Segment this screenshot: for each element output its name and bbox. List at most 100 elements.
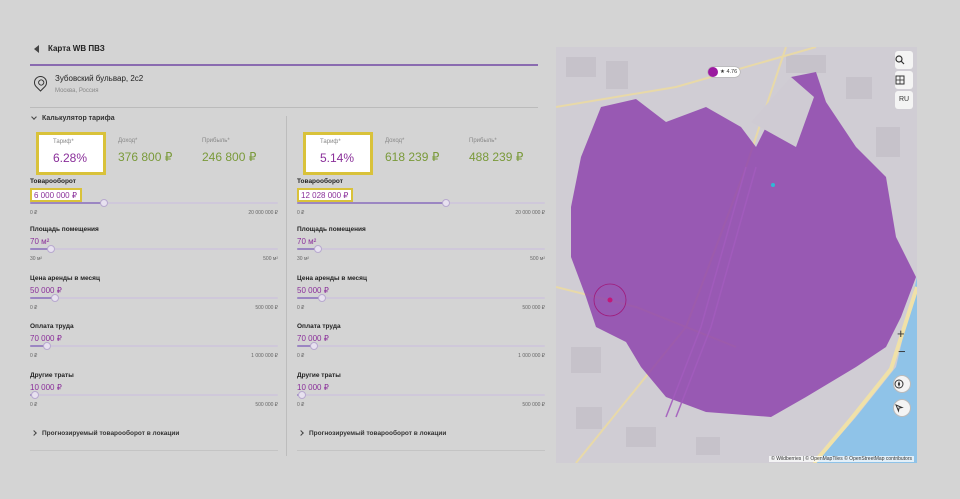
slider-handle[interactable] [50,294,59,302]
param-label: Оплата труда [297,323,341,330]
locate-button[interactable] [893,399,911,417]
param-slider[interactable] [297,245,545,253]
param-2: Цена аренды в месяц 50 000 ₽ 0 ₽ 500 000 ₽ [297,275,545,311]
param-label: Товарооборот [30,178,76,185]
param-value: 70 000 ₽ [30,334,62,343]
address-city: Москва, Россия [55,88,99,94]
slider-min: 0 ₽ [30,305,38,311]
locate-icon [895,404,904,413]
param-slider[interactable] [297,342,545,350]
wildberries-logo-icon [708,67,718,77]
param-slider[interactable] [30,245,278,253]
param-slider[interactable] [30,391,278,399]
slider-range: 0 ₽ 500 000 ₽ [297,305,545,311]
forecast-toggle[interactable]: Прогнозируемый товарооборот в локации [31,429,179,437]
slider-fill [297,248,319,250]
language-label: RU [898,96,910,103]
zoom-out-button[interactable]: − [898,344,906,359]
map-layers-button[interactable] [895,71,913,89]
slider-handle[interactable] [314,245,323,253]
slider-min: 0 ₽ [30,210,38,216]
param-value: 10 000 ₽ [297,383,329,392]
param-slider[interactable] [30,294,278,302]
slider-min: 0 ₽ [297,353,305,359]
slider-handle[interactable] [30,391,39,399]
slider-fill [30,202,105,204]
param-label: Другие траты [297,372,341,379]
map[interactable]: ★ 4.76 RU + − © Wildberries | © OpenMapT… [556,47,917,463]
map-canvas[interactable] [556,47,917,463]
param-value: 12 028 000 ₽ [297,188,354,202]
slider-handle[interactable] [310,342,319,350]
param-0: Товарооборот 12 028 000 ₽ 0 ₽ 20 000 000 ₽ [297,178,545,216]
param-3: Оплата труда 70 000 ₽ 0 ₽ 1 000 000 ₽ [30,323,278,359]
calculator-column-2: Тариф* 5.14% Доход* 618 239 ₽ Прибыль* 488 23… [297,130,545,460]
compass-button[interactable] [893,375,911,393]
slider-min: 0 ₽ [30,353,38,359]
param-4: Другие траты 10 000 ₽ 0 ₽ 500 000 ₽ [297,372,545,408]
slider-range: 0 ₽ 1 000 000 ₽ [30,353,278,359]
slider-max: 20 000 000 ₽ [248,210,278,216]
profit-label: Прибыль* [469,138,497,144]
forecast-toggle[interactable]: Прогнозируемый товарооборот в локации [298,429,446,437]
param-label: Площадь помещения [297,226,366,233]
slider-range: 0 ₽ 20 000 000 ₽ [30,210,278,216]
calculator-toggle[interactable]: Калькулятор тарифа [30,114,115,122]
calculator-toggle-label: Калькулятор тарифа [42,115,115,122]
slider-range: 0 ₽ 500 000 ₽ [30,305,278,311]
param-slider[interactable] [297,294,545,302]
address-block: Зубовский бульвар, 2с2 Москва, Россия [30,70,538,108]
slider-handle[interactable] [43,342,52,350]
param-value: 70 000 ₽ [297,334,329,343]
slider-handle[interactable] [297,391,306,399]
slider-max: 500 000 ₽ [255,402,278,408]
param-value: 70 м² [30,237,50,246]
chevron-right-icon [298,429,304,436]
income-metric: Доход* 618 239 ₽ [385,138,439,164]
slider-range: 30 м² 500 м² [297,256,545,262]
slider-handle[interactable] [441,199,450,207]
slider-handle[interactable] [100,199,109,207]
slider-range: 0 ₽ 20 000 000 ₽ [297,210,545,216]
param-value: 50 000 ₽ [30,286,62,295]
param-4: Другие траты 10 000 ₽ 0 ₽ 500 000 ₽ [30,372,278,408]
param-slider[interactable] [297,391,545,399]
slider-fill [297,202,446,204]
rating-value: 4.76 [726,69,738,75]
slider-fill [297,297,322,299]
slider-max: 500 м² [263,256,278,262]
param-3: Оплата труда 70 000 ₽ 0 ₽ 1 000 000 ₽ [297,323,545,359]
layers-icon [895,75,905,85]
param-slider[interactable] [30,199,278,207]
slider-max: 1 000 000 ₽ [518,353,545,359]
back-arrow-icon[interactable] [34,45,39,53]
param-slider[interactable] [297,199,545,207]
delivery-zone [571,72,916,417]
profit-value: 488 239 ₽ [469,150,524,164]
tariff-metric: Тариф* 6.28% [36,132,106,175]
zoom-in-button[interactable]: + [897,326,905,341]
income-value: 618 239 ₽ [385,150,440,164]
param-0: Товарооборот 6 000 000 ₽ 0 ₽ 20 000 000 ₽ [30,178,278,216]
star-icon: ★ [720,69,725,75]
location-pin-icon [31,73,50,92]
slider-handle[interactable] [47,245,56,253]
map-language-button[interactable]: RU [895,91,913,109]
slider-fill [297,345,315,347]
rating-badge[interactable]: ★ 4.76 [708,67,741,77]
slider-max: 500 000 ₽ [522,305,545,311]
map-search-button[interactable] [895,51,913,69]
param-label: Цена аренды в месяц [297,275,367,282]
profit-label: Прибыль* [202,138,230,144]
income-value: 376 800 ₽ [118,150,173,164]
slider-min: 0 ₽ [297,402,305,408]
slider-handle[interactable] [317,294,326,302]
param-label: Площадь помещения [30,226,99,233]
param-slider[interactable] [30,342,278,350]
map-attribution[interactable]: © Wildberries | © OpenMapTiles © OpenStr… [769,456,914,462]
slider-min: 0 ₽ [297,210,305,216]
param-1: Площадь помещения 70 м² 30 м² 500 м² [297,226,545,262]
profit-metric: Прибыль* 488 239 ₽ [469,138,523,164]
param-2: Цена аренды в месяц 50 000 ₽ 0 ₽ 500 000 ₽ [30,275,278,311]
tariff-value: 6.28% [53,151,88,165]
